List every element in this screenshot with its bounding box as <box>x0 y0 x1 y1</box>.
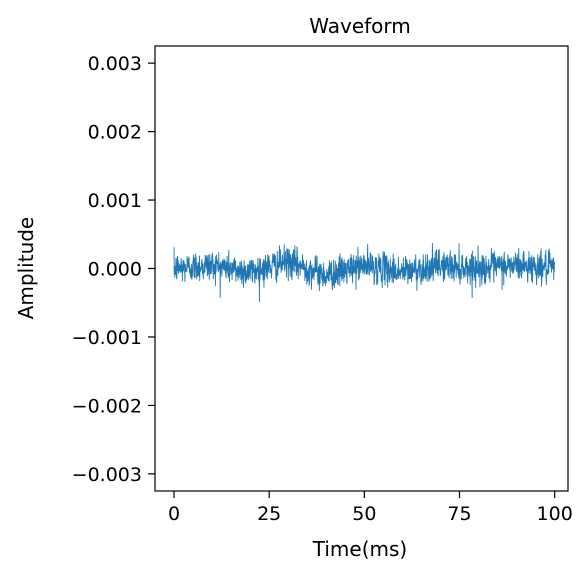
y-tick-label: 0.001 <box>88 190 142 212</box>
y-tick-label: 0.002 <box>88 122 142 144</box>
y-tick-label: −0.003 <box>72 464 142 486</box>
y-tick-label: −0.001 <box>72 327 142 349</box>
x-tick-label: 0 <box>168 503 180 525</box>
chart-title: Waveform <box>309 14 411 38</box>
x-tick-label: 25 <box>257 503 281 525</box>
y-tick-label: 0.003 <box>88 53 142 75</box>
y-tick-label: −0.002 <box>72 395 142 417</box>
x-tick-label: 100 <box>537 503 573 525</box>
series-group <box>173 242 556 303</box>
x-tick-label: 75 <box>447 503 471 525</box>
x-tick-label: 50 <box>352 503 376 525</box>
y-axis-ticks: 0.003 0.002 0.001 0.000 −0.001 −0.002 −0.003 <box>72 53 155 486</box>
x-axis-ticks: 0 25 50 75 100 <box>168 491 573 525</box>
x-axis-label: Time(ms) <box>312 537 407 561</box>
waveform-line <box>173 242 556 303</box>
y-axis-label: Amplitude <box>14 217 38 320</box>
y-tick-label: 0.000 <box>88 259 142 281</box>
